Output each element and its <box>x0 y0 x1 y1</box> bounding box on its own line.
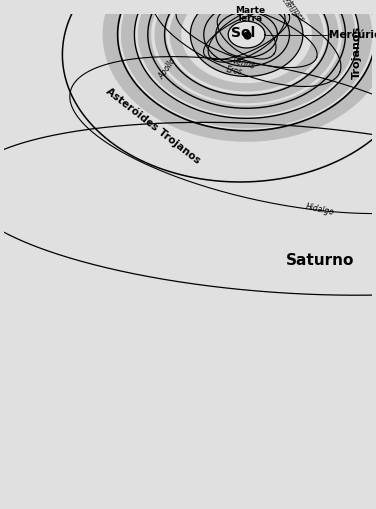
Polygon shape <box>170 0 324 92</box>
Text: Terra: Terra <box>237 14 263 23</box>
Polygon shape <box>216 13 277 58</box>
Polygon shape <box>204 4 290 67</box>
Text: Asteróides Trojanos: Asteróides Trojanos <box>104 86 202 166</box>
Polygon shape <box>103 0 376 143</box>
Text: Eros: Eros <box>226 65 244 76</box>
Text: Adonis: Adonis <box>165 0 191 2</box>
Text: Saturno: Saturno <box>286 253 355 268</box>
Polygon shape <box>190 0 303 77</box>
Text: Mercúrio: Mercúrio <box>329 30 376 40</box>
Text: Trojanos: Trojanos <box>352 26 362 79</box>
Polygon shape <box>121 0 372 129</box>
Text: Apollo: Apollo <box>157 56 178 81</box>
Text: Marte: Marte <box>235 6 265 15</box>
Text: Icarus: Icarus <box>280 0 297 17</box>
Text: Vênus: Vênus <box>231 56 256 71</box>
Polygon shape <box>155 0 339 104</box>
Polygon shape <box>138 0 355 117</box>
Text: Hidalgo: Hidalgo <box>305 202 335 217</box>
Text: Hermes: Hermes <box>285 0 306 23</box>
Text: Sol: Sol <box>231 26 255 40</box>
